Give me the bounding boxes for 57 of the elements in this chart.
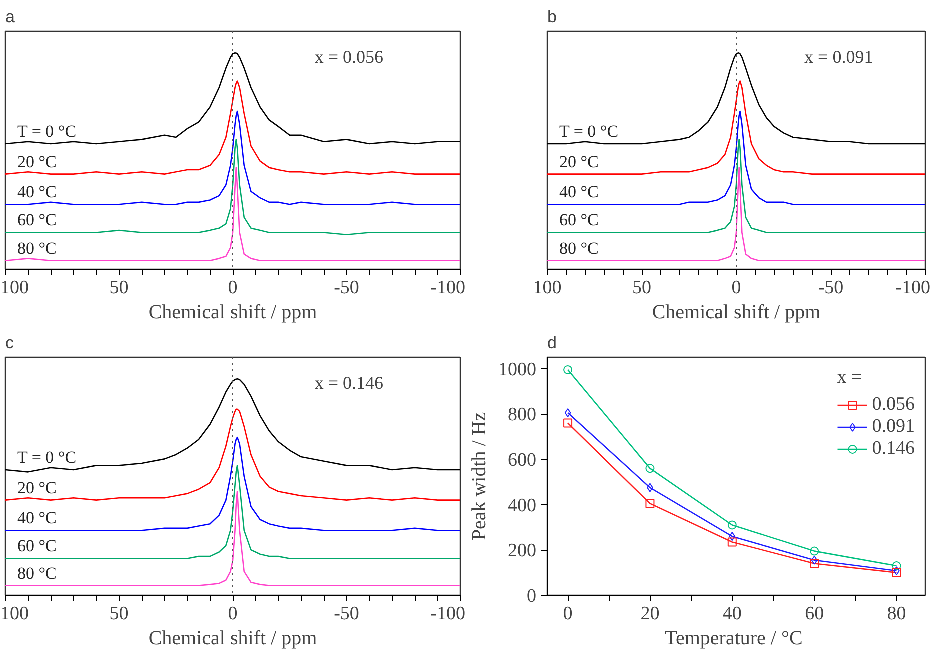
x-tick-label: 80 [887, 604, 906, 624]
x-tick-label: 0 [228, 604, 238, 624]
legend-title: x = [837, 367, 864, 389]
series-label: 60 °C [18, 536, 57, 556]
x-tick-label: -50 [334, 278, 360, 298]
x-tick-label: -50 [818, 278, 844, 298]
x-tick-label: 0 [732, 278, 742, 298]
y-tick-label: 200 [508, 540, 536, 562]
x-tick-label: 50 [110, 278, 129, 298]
annotation: x = 0.146 [314, 373, 384, 394]
x-tick-label: 50 [632, 278, 652, 298]
series-label: 20 °C [18, 478, 57, 498]
annotation: x = 0.091 [804, 47, 874, 68]
series-label: 80 °C [18, 564, 57, 583]
chart-title: c [6, 334, 14, 352]
legend-label: 0.056 [872, 394, 915, 416]
y-tick-label: 400 [508, 495, 536, 516]
chart-title: d [548, 334, 557, 352]
series-label: T = 0 °C [18, 122, 77, 142]
series-label: 40 °C [18, 182, 57, 202]
x-axis-title: Temperature / °C [665, 628, 803, 650]
x-tick-label: 60 [805, 604, 824, 624]
legend-label: 0.091 [872, 416, 915, 438]
legend-label: 0.146 [872, 438, 915, 460]
x-tick-label: -100 [430, 604, 466, 624]
series-label: T = 0 °C [18, 448, 77, 468]
series-label: T = 0 °C [560, 122, 619, 142]
series-label: 20 °C [560, 152, 599, 172]
y-axis-title: Peak width / Hz [468, 412, 490, 541]
x-tick-label: 50 [110, 604, 129, 624]
series-label: 20 °C [18, 152, 57, 172]
x-tick-label: 0 [563, 604, 573, 624]
x-tick-label: -100 [430, 278, 466, 298]
series-label: 60 °C [560, 210, 599, 230]
annotation: x = 0.056 [314, 47, 384, 68]
chart-title: a [6, 8, 16, 26]
y-tick-label: 0 [527, 586, 536, 607]
chart-title: b [548, 8, 557, 26]
y-tick-label: 600 [508, 450, 536, 471]
series-label: 60 °C [18, 210, 57, 230]
x-axis-title: Chemical shift / ppm [652, 302, 822, 324]
x-tick-label: -50 [334, 604, 360, 624]
x-tick-label: 20 [640, 604, 660, 624]
y-tick-label: 1000 [498, 359, 536, 380]
series-label: 80 °C [560, 238, 599, 258]
x-axis-title: Chemical shift / ppm [148, 628, 318, 650]
x-tick-label: 100 [0, 604, 29, 624]
x-tick-label: 40 [722, 604, 742, 624]
y-tick-label: 800 [508, 404, 536, 426]
x-tick-label: 0 [228, 278, 238, 298]
x-tick-label: 100 [0, 278, 29, 298]
series-label: 80 °C [18, 238, 57, 258]
x-axis-title: Chemical shift / ppm [148, 302, 318, 324]
series-label: 40 °C [560, 182, 599, 202]
series-label: 40 °C [18, 508, 57, 528]
x-tick-label: 100 [533, 278, 562, 298]
x-tick-label: -100 [896, 278, 930, 298]
